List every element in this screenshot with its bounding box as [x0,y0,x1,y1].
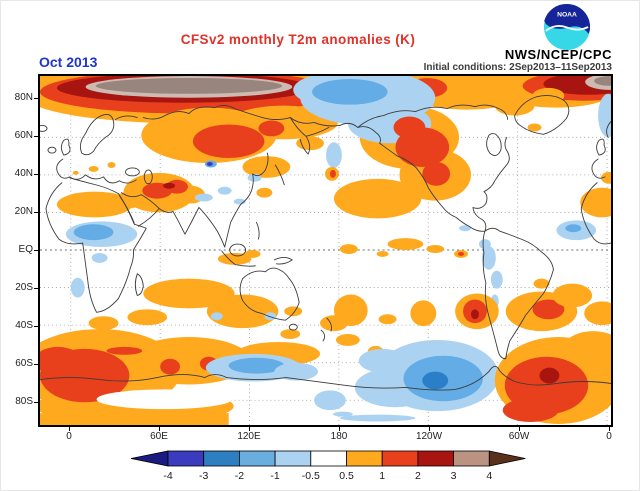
colorbar-tick-label: -1 [270,470,279,482]
lon-tick-mark [249,427,250,431]
anomaly-shading [40,76,611,425]
lat-tick-label: 60N [14,130,33,141]
colorbar-segment [346,450,383,467]
lat-tick-label: 40S [15,320,33,331]
colorbar-segment [274,450,312,467]
lon-tick-label: 0 [66,431,72,442]
lat-tick-label: 20N [14,206,33,217]
lat-tick-label: 80N [14,92,33,103]
colorbar-segment [453,450,490,467]
lon-tick-mark [69,427,70,431]
lat-tick-mark [34,98,38,99]
colorbar-tick-label: -2 [235,470,244,482]
lat-tick-mark [34,288,38,289]
colorbar-segment [167,450,205,467]
anomaly-map [38,74,613,427]
initial-conditions-label: Initial conditions: 2Sep2013–11Sep2013 [423,62,612,73]
lat-tick-mark [34,250,38,251]
agency-label: NWS/NCEP/CPC [504,47,612,62]
lon-tick-mark [339,427,340,431]
lat-tick-mark [34,402,38,403]
lon-tick-label: 120E [237,431,261,442]
lat-tick-label: 60S [15,358,33,369]
lon-tick-mark [609,427,610,431]
colorbar-segment [381,450,419,467]
colorbar-segment [203,450,240,467]
lat-tick-mark [34,174,38,175]
lat-tick-label: 40N [14,168,33,179]
colorbar-segment [417,450,454,467]
colorbar-tick-label: -4 [163,470,172,482]
colorbar-tick-label: 2 [415,470,421,482]
world-anomaly-map-svg [40,76,611,425]
forecast-month-label: Oct 2013 [39,54,98,70]
lat-tick-label: EQ [18,244,33,255]
colorbar-tick-label: -3 [199,470,208,482]
lat-tick-mark [34,326,38,327]
lon-tick-mark [159,427,160,431]
colorbar-above-arrow [488,450,526,467]
figure-title: CFSv2 monthly T2m anomalies (K) [180,32,416,47]
lat-tick-label: 20S [15,282,33,293]
colorbar-tick-label: 4 [486,470,492,482]
colorbar-tick-label: 0.5 [339,470,354,482]
lat-tick-mark [34,136,38,137]
noaa-logo: NOAA [543,3,591,51]
coastlines [40,95,611,391]
lat-tick-label: 80S [15,396,33,407]
colorbar: -4 -3 -2 -1 -0.5 0.5 1 2 3 4 [130,450,526,482]
colorbar-tick-label: -0.5 [302,470,320,482]
colorbar-tick-label: 3 [451,470,457,482]
lat-tick-mark [34,212,38,213]
lon-tick-mark [519,427,520,431]
lon-tick-mark [429,427,430,431]
noaa-logo-gull-icon [545,24,589,32]
lon-tick-label: 120W [415,431,443,442]
lon-tick-label: 60E [150,431,168,442]
colorbar-segment [238,450,276,467]
lon-tick-label: 0 [606,431,612,442]
colorbar-tick-label: 1 [379,470,385,482]
lat-tick-mark [34,364,38,365]
colorbar-segment [310,450,347,467]
colorbar-below-arrow [130,450,169,467]
lon-tick-label: 180 [330,431,348,442]
noaa-logo-text: NOAA [557,11,577,18]
lon-tick-label: 60W [508,431,530,442]
